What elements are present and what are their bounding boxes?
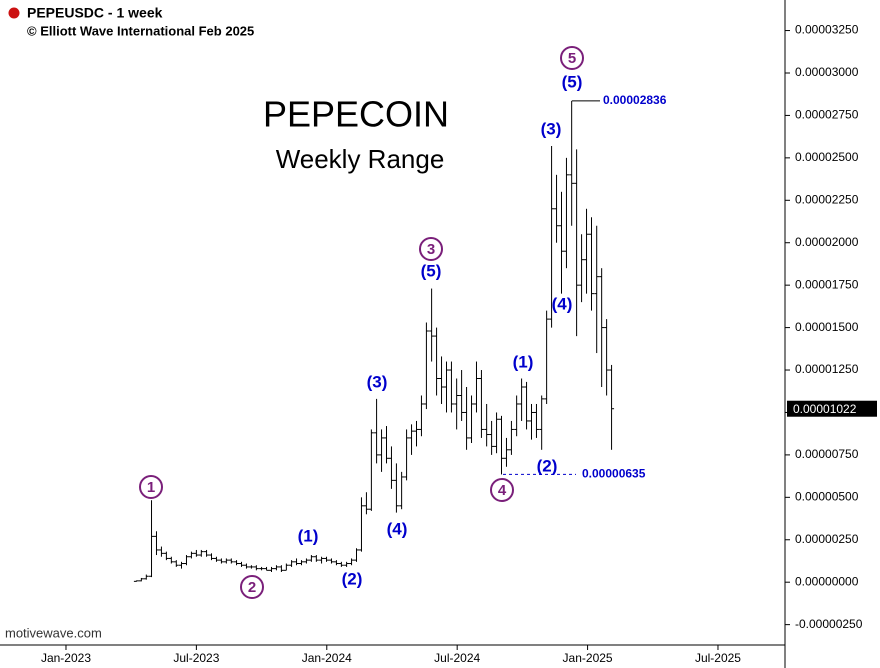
y-tick-label: 0.00002000 bbox=[795, 235, 859, 249]
primary-wave-circle bbox=[560, 46, 584, 70]
y-tick-label: 0.00001250 bbox=[795, 362, 859, 376]
intermediate-wave-label: (3) bbox=[367, 372, 388, 391]
x-tick-label: Jan-2023 bbox=[41, 651, 91, 665]
y-tick-label: 0.00003000 bbox=[795, 65, 859, 79]
primary-wave-circle bbox=[490, 478, 514, 502]
intermediate-wave-label: (2) bbox=[342, 569, 363, 588]
x-tick-label: Jul-2023 bbox=[173, 651, 219, 665]
x-tick-label: Jul-2025 bbox=[695, 651, 741, 665]
y-tick-label: 0.00001750 bbox=[795, 277, 859, 291]
primary-wave-label: 1 bbox=[147, 479, 155, 496]
primary-wave-label: 5 bbox=[568, 50, 576, 67]
last-price-label: 0.00001022 bbox=[793, 402, 857, 416]
y-tick-label: 0.00000500 bbox=[795, 490, 859, 504]
primary-wave-label: 4 bbox=[498, 482, 507, 499]
y-tick-label: 0.00002250 bbox=[795, 192, 859, 206]
primary-wave-circle bbox=[419, 237, 443, 261]
y-tick-label: 0.00000750 bbox=[795, 447, 859, 461]
intermediate-wave-label: (2) bbox=[537, 456, 558, 475]
intermediate-wave-label: (4) bbox=[387, 519, 408, 538]
symbol-dot bbox=[8, 7, 20, 19]
y-tick-label: 0.00002500 bbox=[795, 150, 859, 164]
annotation-label: 0.00002836 bbox=[603, 93, 667, 107]
x-tick-label: Jan-2025 bbox=[563, 651, 613, 665]
copyright: © Elliott Wave International Feb 2025 bbox=[27, 23, 254, 38]
chart-title: PEPECOIN bbox=[263, 94, 449, 135]
intermediate-wave-label: (5) bbox=[562, 72, 583, 91]
primary-wave-circle bbox=[240, 575, 264, 599]
x-tick-label: Jan-2024 bbox=[302, 651, 352, 665]
intermediate-wave-label: (1) bbox=[513, 352, 534, 371]
source: motivewave.com bbox=[5, 625, 102, 640]
primary-wave-label: 3 bbox=[427, 241, 435, 258]
intermediate-wave-label: (4) bbox=[552, 294, 573, 313]
primary-wave-label: 2 bbox=[248, 579, 256, 596]
y-tick-label: -0.00000250 bbox=[795, 617, 863, 631]
intermediate-wave-label: (1) bbox=[298, 526, 319, 545]
y-tick-label: 0.00000250 bbox=[795, 532, 859, 546]
y-tick-label: 0.00001500 bbox=[795, 320, 859, 334]
intermediate-wave-label: (5) bbox=[421, 261, 442, 280]
intermediate-wave-label: (3) bbox=[541, 119, 562, 138]
y-tick-label: 0.00002750 bbox=[795, 108, 859, 122]
annotation-label: 0.00000635 bbox=[582, 467, 646, 481]
primary-wave-circle bbox=[139, 475, 163, 499]
y-tick-label: 0.00003250 bbox=[795, 23, 859, 37]
chart-subtitle: Weekly Range bbox=[276, 144, 445, 174]
x-tick-label: Jul-2024 bbox=[434, 651, 480, 665]
symbol-label: PEPEUSDC - 1 week bbox=[27, 5, 163, 21]
y-tick-label: 0.00000000 bbox=[795, 574, 859, 588]
last-price-box bbox=[787, 400, 877, 417]
